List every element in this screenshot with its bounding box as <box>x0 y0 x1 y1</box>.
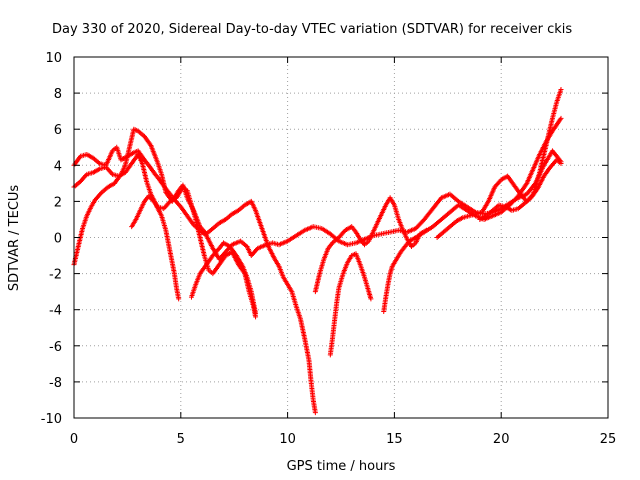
data-point <box>312 410 318 416</box>
x-tick-label: 10 <box>279 432 296 447</box>
series-track-5 <box>188 240 259 316</box>
y-tick-label: -8 <box>49 376 62 391</box>
data-point <box>176 296 182 302</box>
y-tick-label: 4 <box>54 159 62 174</box>
data-point <box>558 86 564 92</box>
series-track-6 <box>327 251 374 358</box>
y-tick-label: 8 <box>54 87 62 102</box>
y-tick-label: 0 <box>54 232 62 247</box>
series-track-9 <box>434 86 564 240</box>
x-tick-label: 5 <box>177 432 185 447</box>
y-tick-label: -6 <box>49 340 62 355</box>
series-track-7 <box>312 195 429 295</box>
y-tick-label: -4 <box>49 304 62 319</box>
x-axis-title: GPS time / hours <box>287 459 396 474</box>
y-tick-label: 6 <box>54 123 62 138</box>
y-tick-labels: -10 -8 -6 -4 -2 0 2 4 6 8 10 <box>41 51 62 427</box>
grid <box>74 57 608 418</box>
data-point <box>368 296 374 302</box>
series-track-10 <box>477 157 564 222</box>
data-marks <box>71 86 564 416</box>
data-point <box>558 115 564 121</box>
y-tick-label: 2 <box>54 195 62 210</box>
y-tick-label: 10 <box>45 51 62 66</box>
x-tick-label: 15 <box>386 432 403 447</box>
x-tick-label: 20 <box>493 432 510 447</box>
y-axis-title: SDTVAR / TECUs <box>7 185 22 292</box>
x-tick-label: 25 <box>600 432 617 447</box>
y-tick-label: -2 <box>49 268 62 283</box>
y-tick-label: -10 <box>41 412 62 427</box>
data-point <box>558 160 564 166</box>
chart-title: Day 330 of 2020, Sidereal Day-to-day VTE… <box>52 22 572 37</box>
x-tick-labels: 0 5 10 15 20 25 <box>70 432 616 447</box>
x-tick-label: 0 <box>70 432 78 447</box>
series-track-3 <box>129 193 182 302</box>
axis-ticks <box>73 56 609 419</box>
series-track-4 <box>71 126 318 416</box>
data-point <box>253 310 259 316</box>
